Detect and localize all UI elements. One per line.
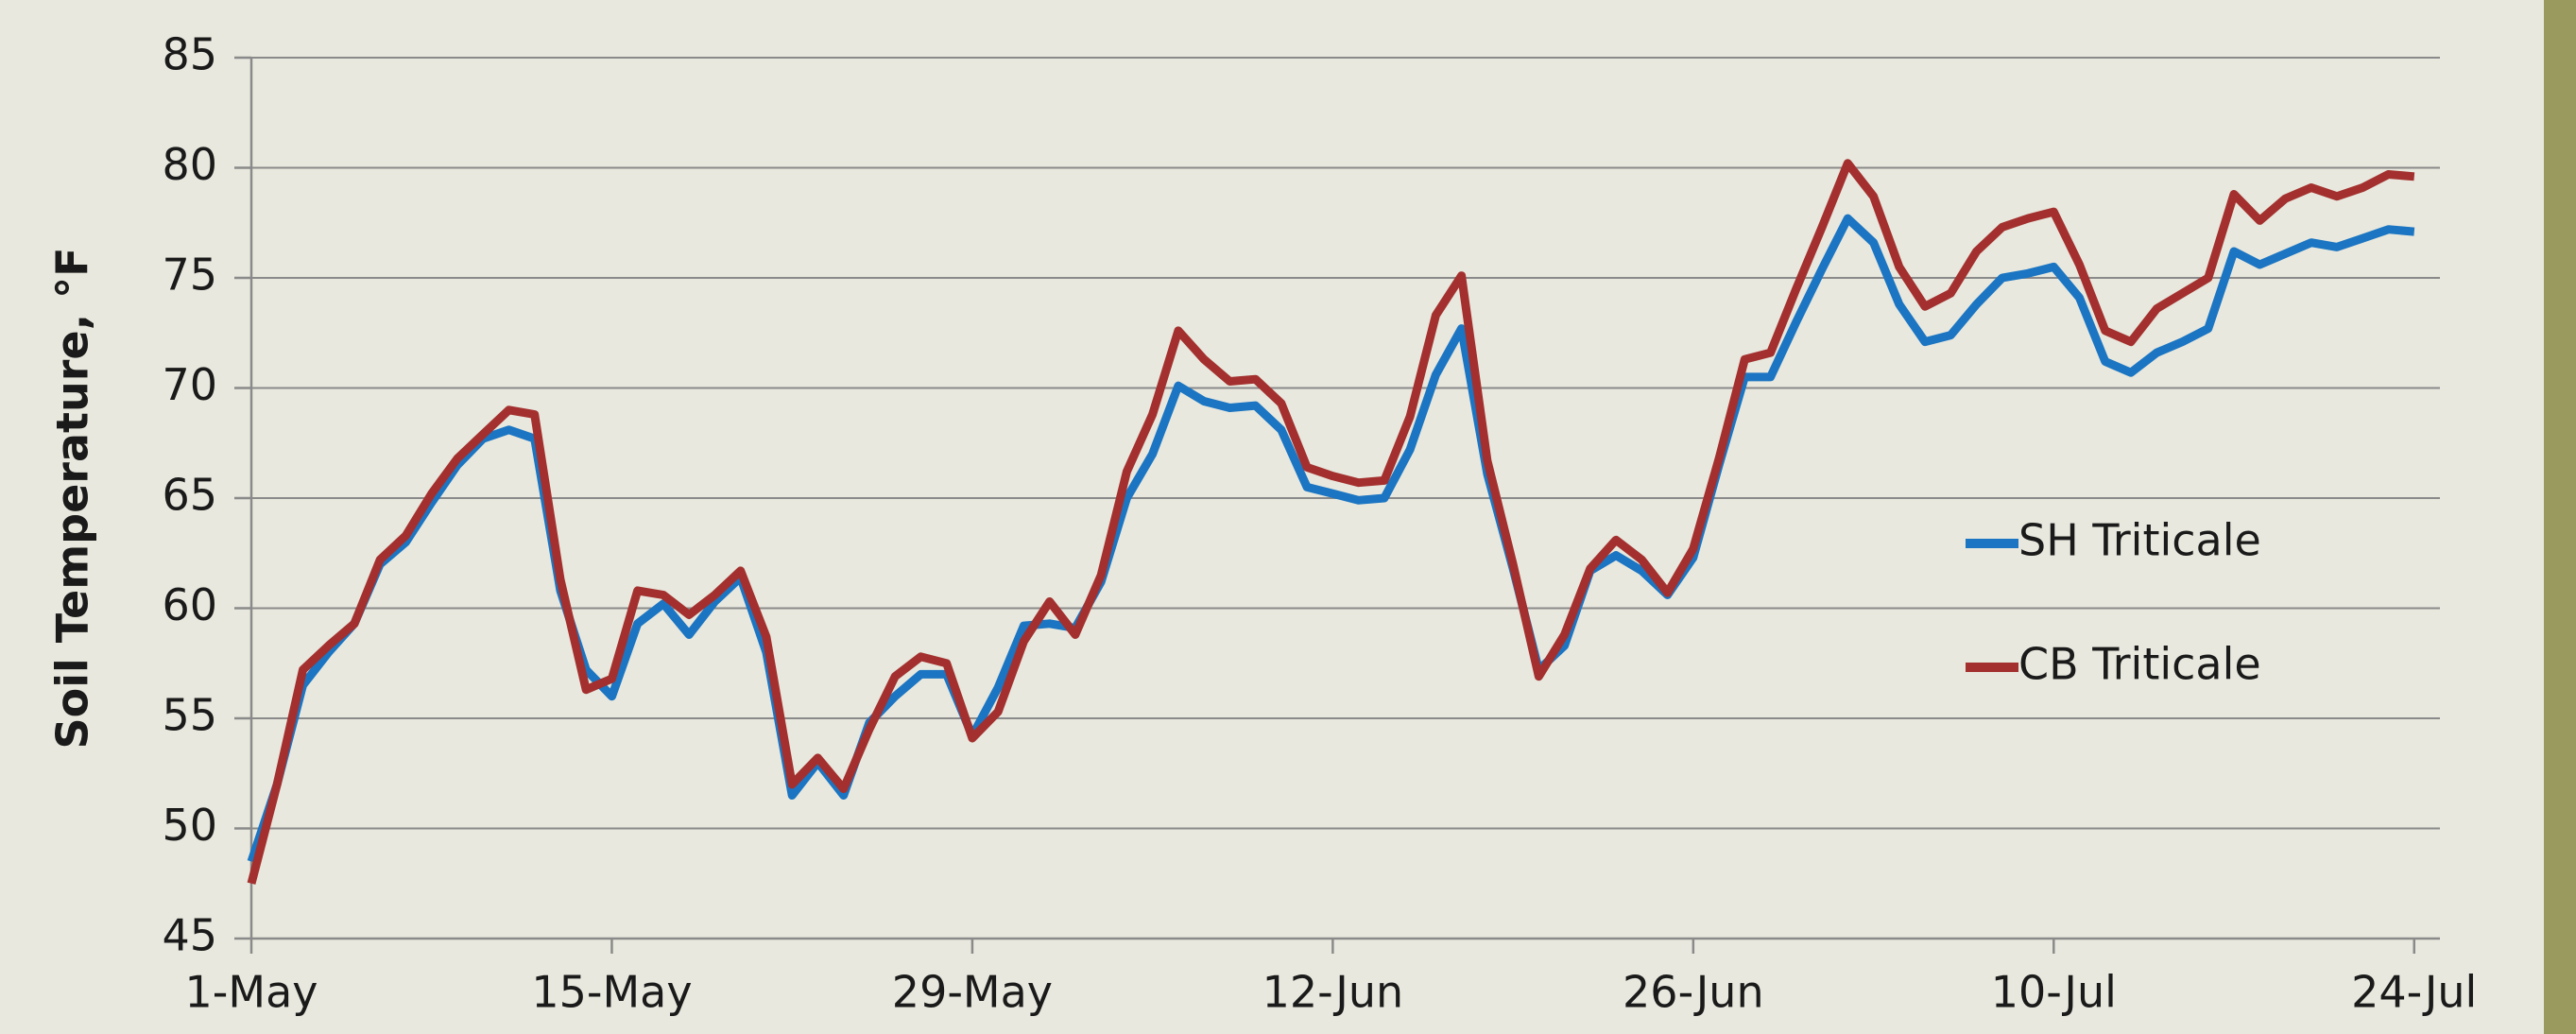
series-line <box>247 214 2415 863</box>
y-tick-label: 60 <box>162 579 217 630</box>
legend-label: SH Triticale <box>2018 515 2261 566</box>
x-tick-label: 15-May <box>531 967 692 1018</box>
x-tick-label: 24-Jul <box>2351 967 2477 1018</box>
y-tick-label: 75 <box>162 250 217 301</box>
y-tick-label: 50 <box>162 800 217 851</box>
x-tick-label: 1-May <box>185 967 318 1018</box>
y-tick-label: 70 <box>162 359 217 410</box>
x-tick-label: 10-Jul <box>1991 967 2117 1018</box>
y-tick-label: 55 <box>162 690 217 741</box>
y-tick-label: 65 <box>162 470 217 521</box>
series-line <box>247 159 2415 885</box>
x-tick-label: 29-May <box>892 967 1053 1018</box>
y-axis-label: Soil Temperature, °F <box>47 247 98 749</box>
background-edge <box>2544 0 2576 1034</box>
y-tick-label: 85 <box>162 29 217 80</box>
x-tick-label: 26-Jun <box>1623 967 1764 1018</box>
x-tick-label: 12-Jun <box>1262 967 1404 1018</box>
y-tick-label: 80 <box>162 139 217 190</box>
y-tick-label: 45 <box>162 910 217 961</box>
legend-label: CB Triticale <box>2018 639 2261 690</box>
